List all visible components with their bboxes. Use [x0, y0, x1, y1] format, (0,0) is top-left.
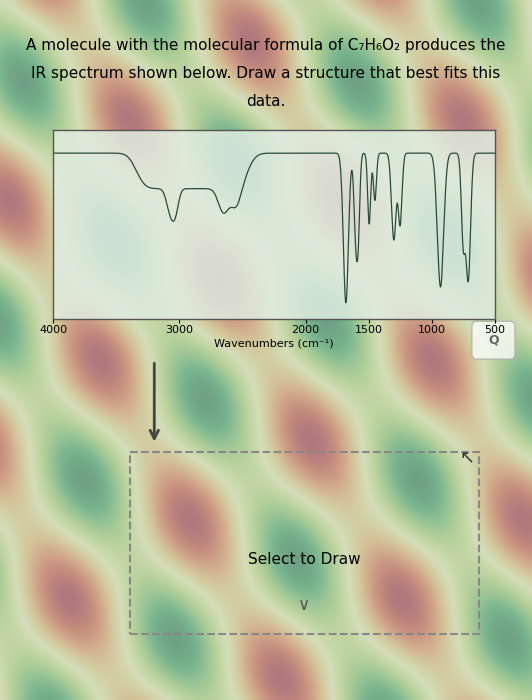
X-axis label: Wavenumbers (cm⁻¹): Wavenumbers (cm⁻¹) — [214, 338, 334, 348]
Bar — [130, 452, 479, 634]
Text: IR spectrum shown below. Draw a structure that best fits this: IR spectrum shown below. Draw a structur… — [31, 66, 501, 81]
FancyBboxPatch shape — [472, 321, 515, 359]
Text: Q: Q — [488, 334, 499, 346]
Text: A molecule with the molecular formula of C₇H₆O₂ produces the: A molecule with the molecular formula of… — [26, 38, 506, 53]
Text: Select to Draw: Select to Draw — [248, 552, 361, 568]
Text: ∨: ∨ — [298, 596, 310, 615]
Text: ↖: ↖ — [460, 449, 475, 468]
Text: data.: data. — [246, 94, 286, 109]
FancyArrowPatch shape — [150, 363, 159, 439]
